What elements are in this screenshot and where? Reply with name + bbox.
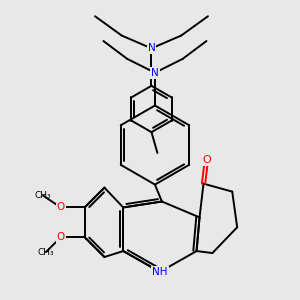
Text: N: N	[151, 68, 159, 78]
Text: O: O	[57, 202, 65, 212]
Text: N: N	[148, 44, 155, 53]
Text: NH: NH	[152, 267, 168, 277]
Text: O: O	[202, 155, 211, 165]
Text: CH₃: CH₃	[35, 191, 51, 200]
Text: CH₃: CH₃	[38, 248, 54, 256]
Text: O: O	[57, 232, 65, 242]
